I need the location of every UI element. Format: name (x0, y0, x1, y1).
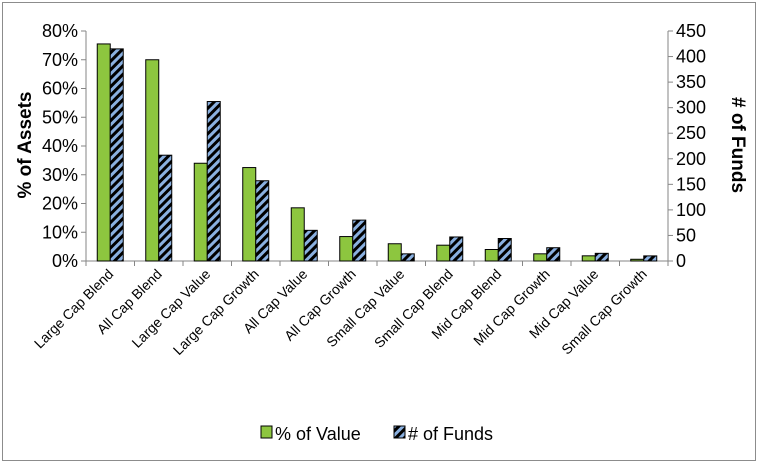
chart-frame (2, 2, 756, 461)
y2-tick-label: 300 (676, 98, 706, 118)
bar-value (145, 59, 160, 262)
bar-value (630, 258, 645, 262)
y2-tick-label: 0 (676, 251, 686, 271)
y-tick-label: 0% (52, 251, 78, 271)
y-tick-label: 10% (42, 222, 78, 242)
legend-swatch-value (260, 425, 273, 439)
y-tick-label: 30% (42, 165, 78, 185)
bar-funds (352, 219, 367, 262)
y-tick-label: 70% (42, 50, 78, 70)
bar-funds (158, 154, 173, 262)
bar-value (96, 43, 111, 262)
y-tick-label: 20% (42, 194, 78, 214)
bar-funds (546, 247, 561, 262)
y2-tick-label: 150 (676, 174, 706, 194)
axes (81, 30, 673, 266)
bar-funds (594, 252, 609, 262)
bar-funds (303, 229, 318, 262)
bar-value (581, 255, 596, 262)
bar-funds (643, 255, 658, 262)
bar-value (533, 253, 548, 262)
y2-axis-title: # of Funds (727, 97, 748, 193)
bar-funds (497, 238, 512, 262)
bar-value (387, 243, 402, 262)
y2-tick-label: 400 (676, 47, 706, 67)
y2-tick-label: 200 (676, 149, 706, 169)
y2-tick-label: 450 (676, 21, 706, 41)
bar-value (242, 167, 257, 262)
category-label: Large Cap Growth (170, 266, 262, 358)
y2-tick-label: 250 (676, 123, 706, 143)
legend-swatch-funds (393, 425, 406, 439)
y2-tick-label: 50 (676, 225, 696, 245)
legend-label-value: % of Value (275, 424, 361, 444)
category-label: Large Cap Blend (31, 266, 117, 352)
bar-funds (400, 253, 415, 262)
y-tick-label: 80% (42, 21, 78, 41)
bar-value (484, 249, 499, 262)
bar-value (290, 207, 305, 262)
legend-label-funds: # of Funds (408, 424, 493, 444)
y2-tick-label: 350 (676, 72, 706, 92)
y-tick-label: 40% (42, 136, 78, 156)
bar-value (339, 236, 354, 262)
y-tick-label: 60% (42, 79, 78, 99)
bar-funds (109, 48, 124, 262)
bar-funds (206, 101, 221, 262)
category-label: Small Cap Growth (558, 266, 650, 358)
bar-funds (255, 180, 270, 262)
y2-tick-label: 100 (676, 200, 706, 220)
bar-value (436, 244, 451, 262)
bars (96, 43, 658, 262)
labels: 0% 10% 20% 30% 40% 50% 60% 70% 80% 0 50 100 150 200 25… (31, 21, 706, 358)
bar-funds (449, 236, 464, 262)
y-tick-label: 50% (42, 107, 78, 127)
legend: % of Value # of Funds (260, 424, 493, 444)
bar-value (193, 162, 208, 262)
y-axis-title: % of Assets (15, 92, 36, 199)
